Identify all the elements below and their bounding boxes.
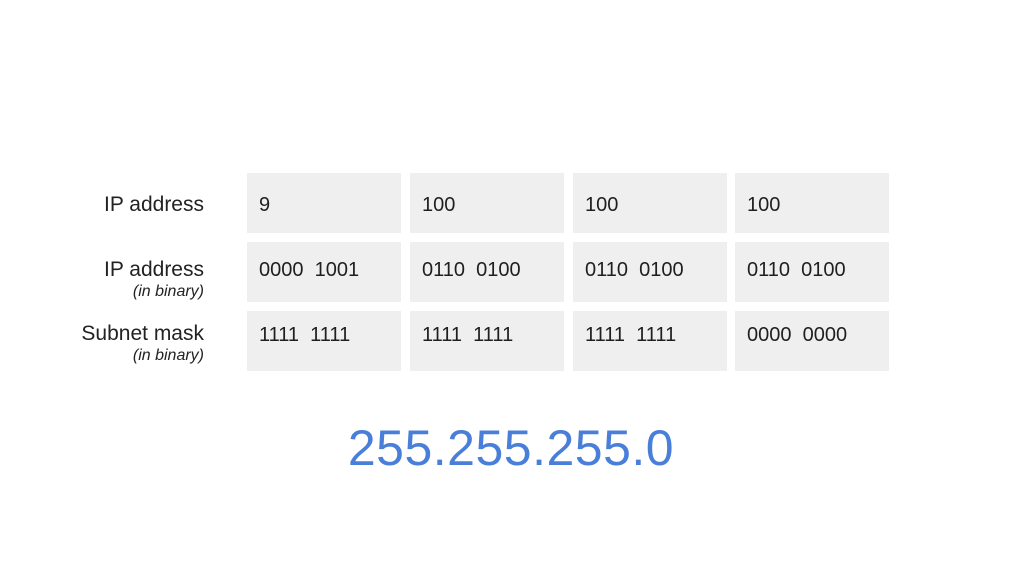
cell-value: 0110 0100 [422, 259, 521, 281]
table-cell-ip-octet-1: 9 [247, 173, 401, 233]
table-cell-ip-octet-3: 100 [573, 173, 727, 233]
cell-value: 9 [259, 194, 271, 216]
table-cell-mask-binary-octet-1: 1111 1111 [247, 311, 401, 371]
table-cell-mask-binary-octet-4: 0000 0000 [735, 311, 889, 371]
cell-value: 0000 0000 [747, 324, 848, 346]
row-label-main: Subnet mask [81, 322, 204, 345]
table-cell-ip-binary-octet-2: 0110 0100 [410, 242, 564, 302]
cell-value: 0110 0100 [585, 259, 684, 281]
table-cell-ip-binary-octet-4: 0110 0100 [735, 242, 889, 302]
row-label-main: IP address [103, 258, 204, 281]
row-label-ip-address: IP address [104, 193, 204, 217]
table-cell-ip-binary-octet-3: 0110 0100 [573, 242, 727, 302]
table-cell-mask-binary-octet-2: 1111 1111 [410, 311, 564, 371]
cell-value: 1111 1111 [422, 324, 514, 346]
row-label-ip-address-binary: IP address (in binary) [104, 258, 204, 302]
row-label-sub: (in binary) [132, 347, 204, 364]
cell-value: 0110 0100 [747, 259, 846, 281]
row-label-sub: (in binary) [132, 283, 204, 300]
table-cell-ip-binary-octet-1: 0000 1001 [247, 242, 401, 302]
cell-value: 1111 1111 [259, 324, 351, 346]
cell-value: 1111 1111 [585, 324, 677, 346]
row-label-main: IP address [103, 193, 204, 216]
table-cell-ip-octet-4: 100 [735, 173, 889, 233]
cell-value: 0000 1001 [259, 259, 360, 281]
subnet-mask-result: 255.255.255.0 [347, 420, 675, 476]
table-cell-ip-octet-2: 100 [410, 173, 564, 233]
cell-value: 100 [585, 194, 619, 216]
row-label-subnet-mask-binary: Subnet mask (in binary) [81, 322, 204, 366]
table-cell-mask-binary-octet-3: 1111 1111 [573, 311, 727, 371]
cell-value: 100 [422, 194, 456, 216]
cell-value: 100 [747, 194, 781, 216]
